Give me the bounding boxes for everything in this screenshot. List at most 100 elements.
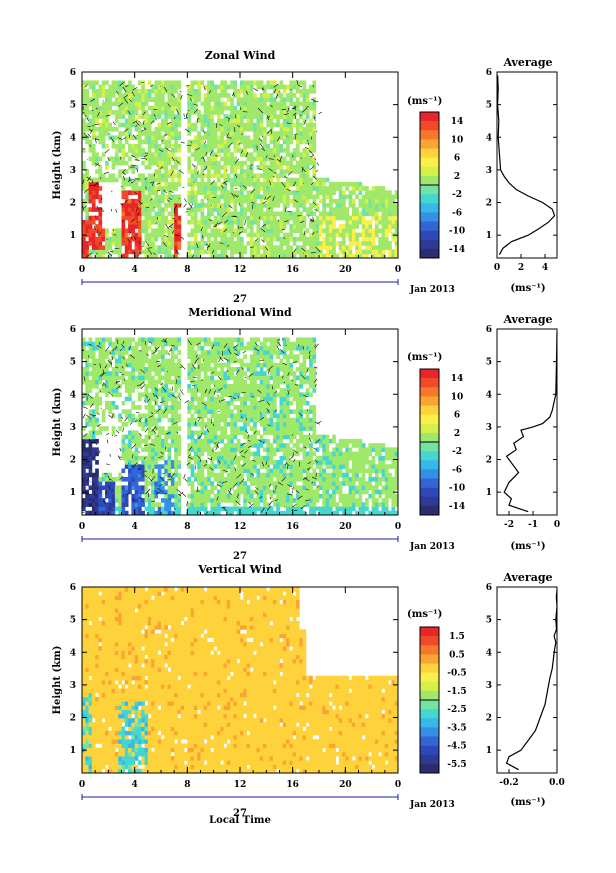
heatmap-cell xyxy=(216,493,221,499)
heatmap-cell xyxy=(266,430,271,436)
colorbar-swatch xyxy=(420,166,439,177)
heatmap-cell xyxy=(243,455,247,461)
heatmap-cell xyxy=(312,253,317,258)
heatmap-cell xyxy=(144,476,149,482)
heatmap-cell xyxy=(253,443,257,448)
heatmap-cell xyxy=(243,88,247,94)
heatmap-cell xyxy=(272,447,277,452)
heatmap-cell xyxy=(121,215,126,221)
colorbar-swatch xyxy=(420,203,439,213)
heatmap-cell xyxy=(200,101,205,107)
heatmap-cell xyxy=(220,489,224,495)
heatmap-cell xyxy=(88,455,93,461)
heatmap-cell xyxy=(368,228,373,234)
heatmap-cell xyxy=(345,224,350,229)
heatmap-cell xyxy=(190,215,195,221)
heatmap-cell xyxy=(98,379,103,385)
heatmap-cell xyxy=(141,181,145,187)
heatmap-cell xyxy=(305,337,310,343)
heatmap-cell xyxy=(295,165,300,170)
heatmap-cell xyxy=(118,105,122,111)
heatmap-cell xyxy=(272,468,277,474)
heatmap-cell xyxy=(289,345,294,351)
heatmap-cell xyxy=(177,379,182,385)
heatmap-cell xyxy=(243,169,247,174)
heatmap-cell xyxy=(256,114,261,119)
heatmap-cell xyxy=(124,160,129,166)
heatmap-cell xyxy=(193,337,198,343)
heatmap-cell xyxy=(174,224,178,229)
heatmap-cell xyxy=(131,228,136,234)
heatmap-cell xyxy=(305,345,310,351)
heatmap-cell xyxy=(342,203,346,208)
heatmap-cell xyxy=(91,506,96,512)
heatmap-cell xyxy=(309,371,313,376)
heatmap-cell xyxy=(256,362,261,368)
heatmap-cell xyxy=(378,190,382,195)
heatmap-cell xyxy=(144,228,149,234)
heatmap-cell xyxy=(223,148,228,153)
heatmap-cell xyxy=(223,165,228,170)
heatmap-cell xyxy=(190,97,195,102)
heatmap-cell xyxy=(220,190,224,195)
heatmap-cell xyxy=(101,105,106,111)
heatmap-cell xyxy=(151,198,155,204)
heatmap-cell xyxy=(249,194,254,200)
heatmap-cell xyxy=(368,203,373,208)
heatmap-cell xyxy=(174,379,178,385)
heatmap-cell xyxy=(305,93,310,98)
heatmap-cell xyxy=(276,93,280,98)
heatmap-cell xyxy=(95,105,99,111)
heatmap-cell xyxy=(193,405,198,410)
heatmap-cell xyxy=(272,203,277,208)
heatmap-cell xyxy=(121,114,126,119)
heatmap-cell xyxy=(289,447,294,452)
heatmap-cell xyxy=(263,131,267,136)
heatmap-cell xyxy=(177,228,182,234)
heatmap-cell xyxy=(108,388,113,393)
heatmap-cell xyxy=(312,219,317,225)
heatmap-cell xyxy=(253,177,257,183)
heatmap-cell xyxy=(200,354,205,359)
heatmap-cell xyxy=(157,194,162,200)
heatmap-cell xyxy=(276,139,280,145)
heatmap-cell xyxy=(230,156,234,162)
heatmap-cell xyxy=(98,489,103,495)
heatmap-cell xyxy=(286,232,290,238)
heatmap-cell xyxy=(233,215,238,221)
heatmap-cell xyxy=(157,392,162,398)
heatmap-cell xyxy=(263,498,267,503)
heatmap-cell xyxy=(147,211,152,217)
heatmap-cell xyxy=(118,160,122,166)
heatmap-cell xyxy=(286,211,290,217)
heatmap-cell xyxy=(322,207,326,212)
heatmap-cell xyxy=(282,173,287,179)
heatmap-cell xyxy=(170,405,175,410)
heatmap-cell xyxy=(147,345,152,351)
heatmap-cell xyxy=(286,186,290,191)
heatmap-cell xyxy=(177,350,182,355)
heatmap-cell xyxy=(315,476,320,482)
heatmap-cell xyxy=(210,426,215,431)
heatmap-cell xyxy=(305,126,310,132)
heatmap-cell xyxy=(220,472,224,478)
heatmap-cell xyxy=(312,203,317,208)
heatmap-cell xyxy=(226,341,231,347)
heatmap-cell xyxy=(309,409,313,414)
heatmap-cell xyxy=(345,194,350,200)
heatmap-cell xyxy=(312,122,317,128)
heatmap-cell xyxy=(381,203,386,208)
heatmap-cell xyxy=(203,224,208,229)
heatmap-cell xyxy=(272,388,277,393)
heatmap-cell xyxy=(128,341,132,347)
heatmap-cell xyxy=(295,345,300,351)
heatmap-cell xyxy=(249,114,254,119)
heatmap-cell xyxy=(134,93,139,98)
heatmap-cell xyxy=(299,156,303,162)
heatmap-cell xyxy=(328,232,333,238)
heatmap-cell xyxy=(161,375,165,381)
heatmap-cell xyxy=(174,97,178,102)
heatmap-cell xyxy=(111,143,116,149)
heatmap-cell xyxy=(85,358,89,364)
heatmap-cell xyxy=(292,228,297,234)
